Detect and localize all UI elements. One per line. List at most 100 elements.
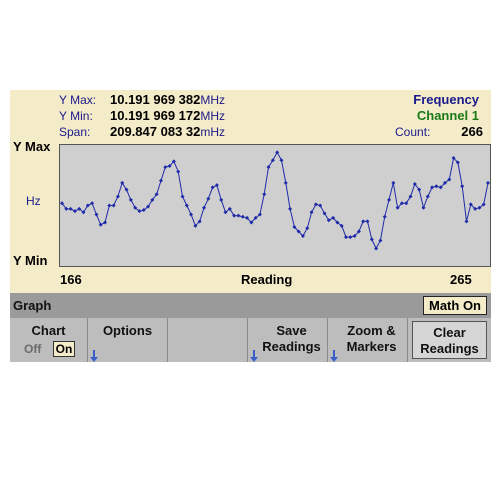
trace-point: [146, 204, 151, 209]
trace-point: [374, 246, 379, 251]
trace-point: [245, 215, 250, 220]
trace-point: [344, 235, 348, 240]
span-value: 209.847 083 32mHz: [110, 124, 225, 139]
trace-point: [249, 220, 254, 225]
ymin-value: 10.191 969 172MHz: [110, 108, 225, 123]
x-axis-label: Reading: [241, 272, 293, 287]
graph-title-bar: Graph Math On: [10, 293, 491, 318]
trace-point: [292, 224, 297, 229]
trace-point: [141, 208, 146, 213]
trace-point: [257, 212, 262, 217]
trace-point: [167, 163, 172, 168]
chart-softkey[interactable]: Chart Off On: [10, 318, 88, 362]
trace-point: [223, 210, 228, 215]
trace-point: [262, 192, 267, 197]
trace-point: [128, 197, 133, 202]
trace-point: [348, 235, 353, 240]
zoom-markers-label: Zoom & Markers: [328, 318, 407, 355]
trace-point: [103, 220, 108, 225]
trace-point: [335, 220, 340, 225]
trace-point: [288, 206, 293, 211]
trace-point: [309, 210, 314, 215]
trace-point: [473, 206, 478, 211]
trace-point: [270, 158, 275, 163]
ymax-label: Y Max:: [59, 93, 97, 107]
softkey-bar: Chart Off On Options Save Readings Zoom …: [10, 318, 491, 362]
trace-point: [115, 194, 120, 199]
trace-line: [61, 151, 489, 250]
clear-line1: Clear: [433, 325, 466, 340]
trace-point: [180, 194, 185, 199]
plot-area: [59, 144, 491, 267]
options-softkey[interactable]: Options: [88, 318, 168, 362]
math-on-button[interactable]: Math On: [423, 296, 487, 315]
chart-toggle[interactable]: Off On: [24, 341, 76, 357]
blank-softkey[interactable]: [168, 318, 248, 362]
trace-point: [253, 215, 258, 220]
trace-point: [296, 229, 301, 234]
trace-point: [206, 196, 211, 201]
trace-point: [313, 202, 318, 207]
ymax-unit: MHz: [200, 93, 226, 107]
trace-point: [339, 223, 344, 228]
chart-on-option[interactable]: On: [52, 341, 76, 357]
trace-point: [305, 226, 310, 231]
ymin-unit: MHz: [200, 109, 226, 123]
trace-point: [464, 219, 469, 224]
trace-point: [85, 203, 90, 208]
trace-point: [404, 201, 409, 206]
trace-point: [189, 212, 194, 217]
zoom-markers-softkey[interactable]: Zoom & Markers: [328, 318, 408, 362]
trace-point: [68, 206, 73, 211]
zoom-line2: Markers: [346, 339, 397, 354]
ymin-number: 10.191 969 172: [110, 108, 201, 123]
trace-point: [98, 222, 103, 227]
trace-point: [451, 156, 456, 161]
trace-point: [447, 177, 452, 182]
trace-point: [137, 209, 142, 214]
trace-point: [442, 180, 447, 185]
trace-point: [77, 206, 82, 211]
clear-readings-label: Clear Readings: [413, 322, 486, 357]
save-line2: Readings: [262, 339, 321, 354]
options-label: Options: [102, 323, 153, 338]
trace-point: [300, 234, 305, 239]
trace-point: [356, 229, 361, 234]
chart-off-option[interactable]: Off: [24, 342, 42, 356]
trace-point: [197, 219, 202, 224]
trace-point: [425, 194, 430, 199]
trace-point: [481, 202, 486, 207]
count-value: 266: [461, 124, 483, 139]
trace-point: [382, 214, 387, 219]
trace-point: [318, 203, 323, 208]
ymax-value: 10.191 969 382MHz: [110, 92, 225, 107]
y-min-label: Y Min: [13, 253, 48, 268]
graph-title: Graph: [13, 298, 52, 313]
trace-point: [240, 214, 245, 219]
ymax-number: 10.191 969 382: [110, 92, 201, 107]
zoom-line1: Zoom &: [347, 323, 396, 338]
chart-softkey-title: Chart: [31, 323, 66, 338]
clear-readings-softkey[interactable]: Clear Readings: [412, 321, 487, 359]
trace-point: [387, 197, 392, 202]
trace-point: [326, 218, 331, 223]
trace-point: [150, 197, 155, 202]
trace-point: [486, 180, 490, 185]
trace-point: [72, 209, 77, 214]
trace-point: [417, 187, 422, 192]
save-readings-softkey[interactable]: Save Readings: [248, 318, 328, 362]
trace-point: [460, 184, 465, 189]
trace-point: [90, 201, 95, 206]
trace-point: [171, 159, 176, 164]
trace-point: [468, 202, 473, 207]
trace-point: [227, 206, 232, 211]
trace-point: [193, 223, 198, 228]
trace-point: [184, 203, 189, 208]
save-line1: Save: [276, 323, 307, 338]
trace-point: [275, 150, 280, 155]
trace-point: [434, 184, 439, 189]
trace-point: [331, 215, 336, 220]
trace-point: [283, 180, 288, 185]
trace-point: [176, 169, 181, 174]
trace-point: [154, 192, 159, 197]
